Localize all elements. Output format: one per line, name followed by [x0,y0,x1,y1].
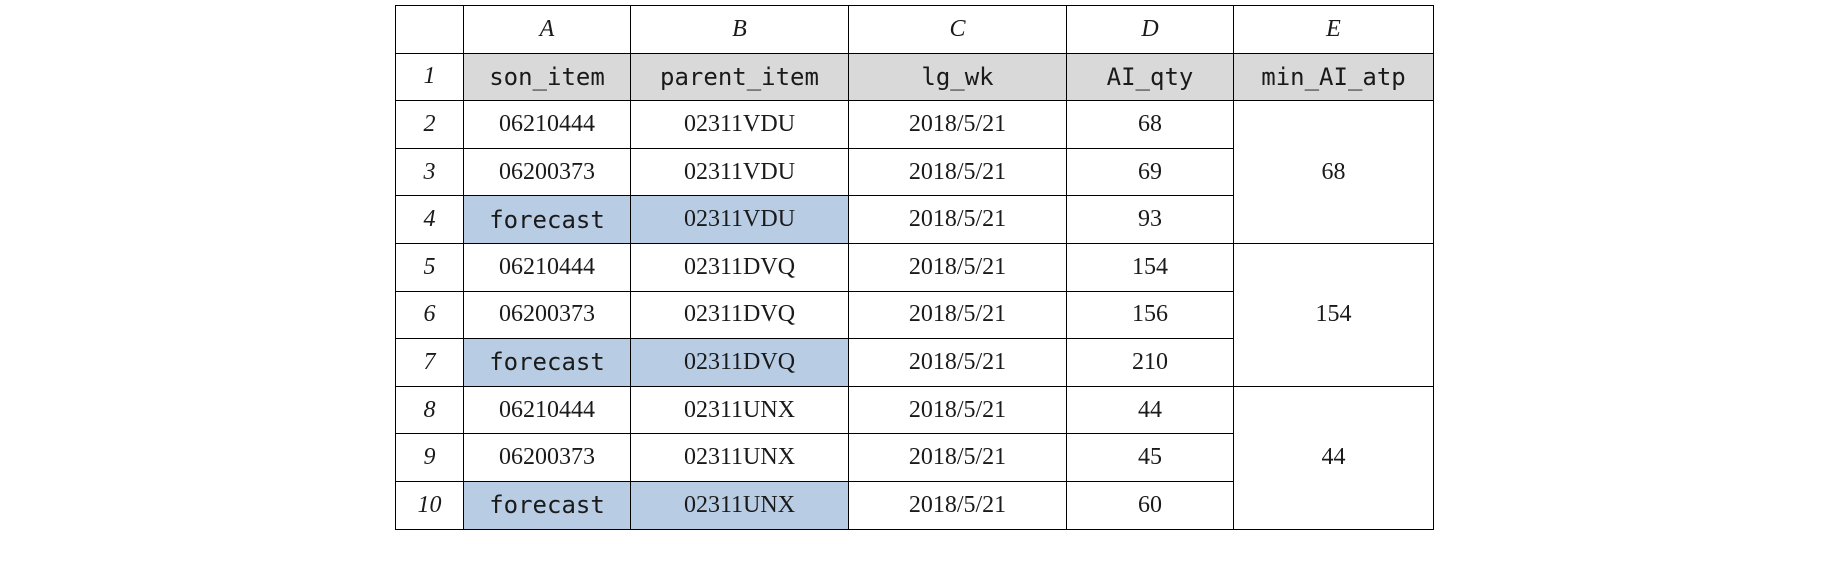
row-header[interactable]: 8 [395,385,464,435]
cell-son-item-highlighted[interactable]: forecast [463,480,631,530]
cell-lg-wk[interactable]: 2018/5/21 [848,195,1067,244]
merged-cell-min-ai-atp[interactable]: 68 [1233,100,1434,244]
cell-parent-item-highlighted[interactable]: 02311VDU [630,195,849,244]
cell-son-item[interactable]: 06200373 [463,290,631,340]
header-cell-lg-wk[interactable]: lg_wk [848,52,1067,102]
column-header-d[interactable]: D [1066,5,1234,54]
cell-ai-qty[interactable]: 154 [1066,242,1234,292]
cell-lg-wk[interactable]: 2018/5/21 [848,338,1067,387]
table-row: 5 06210444 02311DVQ 2018/5/21 154 154 [395,242,1434,387]
row-header[interactable]: 10 [395,480,464,530]
table-row: 8 06210444 02311UNX 2018/5/21 44 44 [395,385,1434,530]
row-header[interactable]: 3 [395,147,464,197]
table-row: 2 06210444 02311VDU 2018/5/21 68 68 [395,100,1434,244]
cell-parent-item-highlighted[interactable]: 02311DVQ [630,338,849,387]
table-row: 7 forecast 02311DVQ 2018/5/21 210 [395,338,1434,387]
cell-ai-qty[interactable]: 68 [1066,100,1234,149]
row-header[interactable]: 1 [395,52,464,102]
cell-ai-qty[interactable]: 156 [1066,290,1234,340]
table-row: 3 06200373 02311VDU 2018/5/21 69 [395,147,1434,197]
row-header[interactable]: 9 [395,433,464,482]
header-cell-min-ai-atp[interactable]: min_AI_atp [1233,52,1434,102]
cell-parent-item-highlighted[interactable]: 02311UNX [630,480,849,530]
header-cell-ai-qty[interactable]: AI_qty [1066,52,1234,102]
header-cell-parent-item[interactable]: parent_item [630,52,849,102]
cell-son-item[interactable]: 06210444 [463,100,631,149]
spreadsheet-table: A B C D E 1 son_item parent_item lg_wk A… [395,5,1434,530]
cell-lg-wk[interactable]: 2018/5/21 [848,480,1067,530]
column-header-a[interactable]: A [463,5,631,54]
table-row: 1 son_item parent_item lg_wk AI_qty min_… [395,52,1434,102]
merged-cell-min-ai-atp[interactable]: 44 [1233,385,1434,530]
cell-parent-item[interactable]: 02311DVQ [630,290,849,340]
cell-son-item[interactable]: 06200373 [463,147,631,197]
cell-ai-qty[interactable]: 45 [1066,433,1234,482]
cell-parent-item[interactable]: 02311VDU [630,147,849,197]
row-header[interactable]: 4 [395,195,464,244]
cell-lg-wk[interactable]: 2018/5/21 [848,147,1067,197]
row-header[interactable]: 7 [395,338,464,387]
cell-lg-wk[interactable]: 2018/5/21 [848,290,1067,340]
cell-parent-item[interactable]: 02311VDU [630,100,849,149]
header-cell-son-item[interactable]: son_item [463,52,631,102]
cell-parent-item[interactable]: 02311UNX [630,433,849,482]
cell-ai-qty[interactable]: 69 [1066,147,1234,197]
cell-ai-qty[interactable]: 93 [1066,195,1234,244]
column-header-b[interactable]: B [630,5,849,54]
cell-son-item[interactable]: 06200373 [463,433,631,482]
column-header-e[interactable]: E [1233,5,1434,54]
cell-lg-wk[interactable]: 2018/5/21 [848,100,1067,149]
cell-lg-wk[interactable]: 2018/5/21 [848,433,1067,482]
column-header-c[interactable]: C [848,5,1067,54]
column-header-row: A B C D E [395,5,1434,54]
cell-lg-wk[interactable]: 2018/5/21 [848,242,1067,292]
cell-ai-qty[interactable]: 210 [1066,338,1234,387]
table-row: 4 forecast 02311VDU 2018/5/21 93 [395,195,1434,244]
merged-cell-min-ai-atp[interactable]: 154 [1233,242,1434,387]
table-row: 9 06200373 02311UNX 2018/5/21 45 [395,433,1434,482]
cell-lg-wk[interactable]: 2018/5/21 [848,385,1067,435]
table-row: 10 forecast 02311UNX 2018/5/21 60 [395,480,1434,530]
cell-parent-item[interactable]: 02311DVQ [630,242,849,292]
cell-son-item-highlighted[interactable]: forecast [463,195,631,244]
cell-son-item-highlighted[interactable]: forecast [463,338,631,387]
cell-ai-qty[interactable]: 44 [1066,385,1234,435]
cell-son-item[interactable]: 06210444 [463,385,631,435]
cell-parent-item[interactable]: 02311UNX [630,385,849,435]
row-header[interactable]: 2 [395,100,464,149]
cell-son-item[interactable]: 06210444 [463,242,631,292]
row-header[interactable]: 6 [395,290,464,340]
corner-cell[interactable] [395,5,464,54]
row-header[interactable]: 5 [395,242,464,292]
cell-ai-qty[interactable]: 60 [1066,480,1234,530]
